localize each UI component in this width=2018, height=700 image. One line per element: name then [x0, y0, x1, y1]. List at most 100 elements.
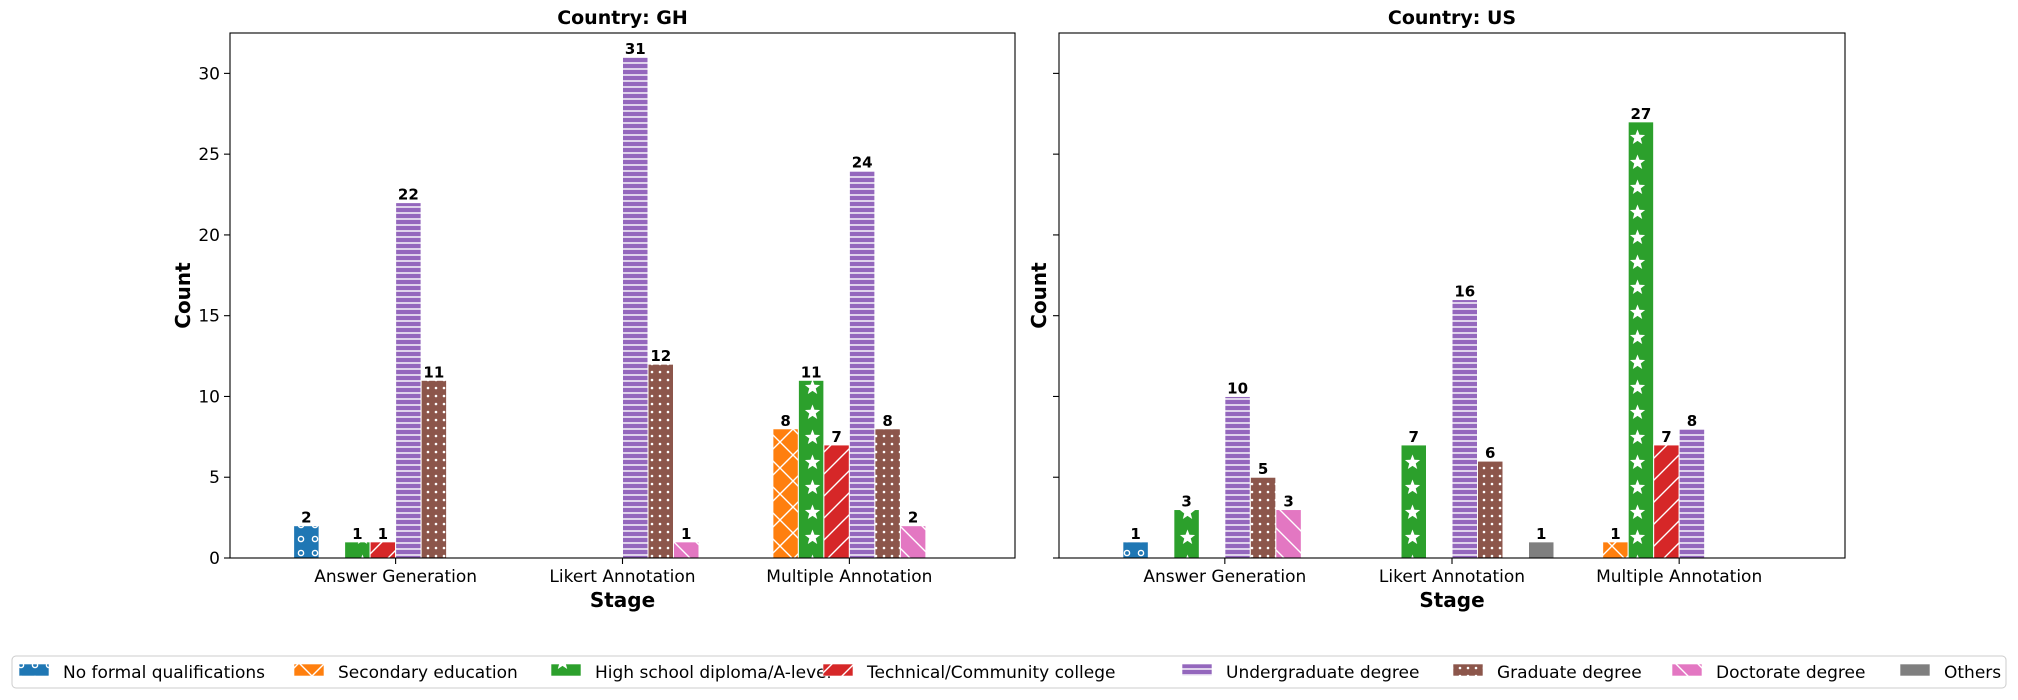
legend-swatch — [293, 663, 325, 677]
data-label: 24 — [852, 153, 873, 171]
legend-label: Technical/Community college — [866, 663, 1115, 683]
data-label: 6 — [1485, 444, 1495, 462]
bar-multiple-annotation-undergraduate-degree — [1678, 428, 1706, 559]
data-label: 8 — [780, 412, 790, 430]
legend-item-undergraduate-degree: Undergraduate degree — [1181, 663, 1419, 683]
y-tick-label: 30 — [198, 64, 220, 84]
legend-swatch — [1671, 663, 1703, 677]
data-label: 31 — [625, 40, 646, 58]
y-tick-label: 15 — [198, 307, 220, 327]
y-tick-label: 20 — [198, 226, 220, 246]
data-label: 1 — [1130, 525, 1140, 543]
x-tick-label: Multiple Annotation — [1596, 567, 1762, 587]
data-label: 2 — [301, 509, 311, 527]
y-axis: Count — [1027, 72, 1059, 559]
data-label: 8 — [1687, 412, 1697, 430]
legend-swatch — [1899, 663, 1931, 677]
x-tick-label: Answer Generation — [1143, 567, 1306, 587]
data-label: 1 — [1536, 525, 1546, 543]
legend-label: High school diploma/A-level — [595, 663, 831, 683]
bar-answer-generation-technical-community-college — [369, 541, 397, 559]
data-label: 12 — [650, 347, 671, 365]
data-label: 8 — [882, 412, 892, 430]
y-axis-label: Count — [171, 262, 195, 329]
data-label: 27 — [1630, 105, 1651, 123]
x-axis: Answer Generation Likert Annotation Multip… — [314, 558, 932, 612]
legend-item-graduate-degree: Graduate degree — [1452, 663, 1642, 683]
legend-swatch — [1181, 663, 1213, 677]
bar-likert-annotation-doctorate-degree — [673, 541, 700, 559]
legend-swatch — [550, 663, 582, 677]
data-label: 16 — [1454, 283, 1475, 301]
bar-answer-generation-doctorate-degree — [1275, 509, 1302, 559]
legend-item-doctorate-degree: Doctorate degree — [1671, 663, 1865, 683]
bar-answer-generation-undergraduate-degree — [1224, 395, 1251, 559]
y-tick-label: 0 — [209, 549, 220, 569]
bar-multiple-annotation-technical-community-college — [1653, 444, 1680, 559]
bar-multiple-annotation-doctorate-degree — [899, 525, 927, 559]
y-axis: 0 5 10 15 20 25 30 Count — [171, 64, 230, 569]
y-tick-label: 5 — [209, 468, 220, 488]
legend-label: Others — [1944, 663, 2001, 683]
data-label: 11 — [423, 363, 444, 381]
panel-title: Country: GH — [557, 7, 688, 29]
bar-multiple-annotation-secondary-education — [1602, 541, 1629, 559]
bar-answer-generation-no-formal-qualifications — [293, 525, 320, 559]
data-label: 1 — [378, 525, 388, 543]
bar-answer-generation-graduate-degree — [420, 379, 448, 559]
legend-swatch — [1452, 663, 1484, 677]
bar-multiple-annotation-high-school-diploma-a-level — [797, 379, 825, 559]
data-label: 10 — [1227, 379, 1248, 397]
bar-likert-annotation-undergraduate-degree — [622, 56, 649, 559]
bar-likert-annotation-graduate-degree — [1477, 460, 1504, 559]
bar-answer-generation-no-formal-qualifications — [1122, 541, 1149, 559]
bar-answer-generation-undergraduate-degree — [395, 202, 422, 559]
x-tick-label: Likert Annotation — [549, 567, 695, 587]
legend-label: Undergraduate degree — [1226, 663, 1419, 683]
bar-multiple-annotation-undergraduate-degree — [848, 169, 876, 559]
x-tick-label: Likert Annotation — [1379, 567, 1525, 587]
legend-item-technical-community-college: Technical/Community college — [822, 663, 1115, 683]
y-tick-label: 25 — [198, 145, 220, 165]
bar-multiple-annotation-technical-community-college — [823, 444, 850, 559]
bar-multiple-annotation-graduate-degree — [874, 428, 901, 559]
data-label: 3 — [1181, 493, 1191, 511]
x-axis-label: Stage — [590, 588, 655, 612]
bar-answer-generation-high-school-diploma-a-level — [1173, 509, 1200, 559]
bar-multiple-annotation-secondary-education — [772, 428, 799, 559]
legend-item-secondary-education: Secondary education — [293, 663, 518, 683]
bar-answer-generation-high-school-diploma-a-level — [344, 541, 371, 559]
data-label: 5 — [1258, 460, 1268, 478]
bar-likert-annotation-graduate-degree — [647, 363, 674, 559]
panel-title: Country: US — [1388, 7, 1516, 29]
y-axis-label: Count — [1027, 262, 1051, 329]
legend-label: No formal qualifications — [63, 663, 265, 683]
data-label: 1 — [681, 525, 691, 543]
x-tick-label: Answer Generation — [314, 567, 477, 587]
legend-swatch — [18, 663, 50, 677]
data-label: 7 — [1409, 428, 1419, 446]
legend-label: Secondary education — [338, 663, 518, 683]
bar-likert-annotation-high-school-diploma-a-level — [1400, 444, 1427, 559]
legend-item-no-formal-qualifications: No formal qualifications — [18, 663, 265, 683]
x-axis: Answer Generation Likert Annotation Multip… — [1143, 558, 1762, 612]
data-label: 1 — [352, 525, 362, 543]
legend-item-high-school-diploma-a-level: High school diploma/A-level — [550, 663, 831, 683]
legend-item-others: Others — [1899, 663, 2001, 683]
data-label: 7 — [831, 428, 841, 446]
data-label: 7 — [1661, 428, 1671, 446]
data-label: 1 — [1610, 525, 1620, 543]
data-label: 3 — [1283, 493, 1293, 511]
legend-swatch — [822, 663, 854, 677]
bar-likert-annotation-others — [1528, 541, 1555, 559]
bar-likert-annotation-undergraduate-degree — [1451, 299, 1478, 559]
x-tick-label: Multiple Annotation — [766, 567, 932, 587]
y-tick-label: 10 — [198, 387, 220, 407]
legend: No formal qualifications Secondary educat… — [11, 655, 2007, 689]
